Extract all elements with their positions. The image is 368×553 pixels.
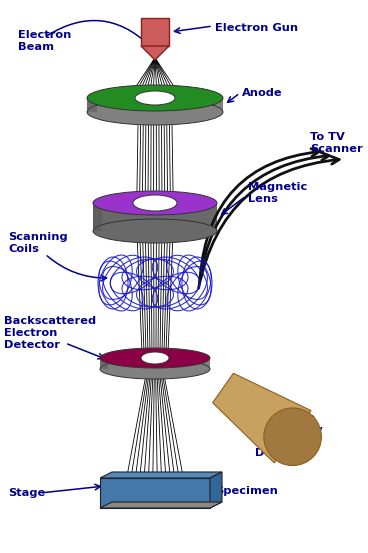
Polygon shape bbox=[100, 478, 210, 508]
Text: Electron
Beam: Electron Beam bbox=[18, 30, 71, 51]
Text: Magnetic
Lens: Magnetic Lens bbox=[248, 182, 307, 204]
Polygon shape bbox=[93, 203, 217, 231]
Polygon shape bbox=[87, 98, 223, 112]
Ellipse shape bbox=[100, 348, 210, 368]
Polygon shape bbox=[100, 502, 222, 508]
Text: Specimen: Specimen bbox=[215, 486, 278, 496]
Polygon shape bbox=[141, 18, 169, 46]
Text: To TV
Scanner: To TV Scanner bbox=[310, 132, 363, 154]
Ellipse shape bbox=[100, 359, 210, 379]
Polygon shape bbox=[141, 46, 169, 60]
Ellipse shape bbox=[93, 191, 217, 215]
Text: Backscattered
Electron
Detector: Backscattered Electron Detector bbox=[4, 316, 96, 349]
Ellipse shape bbox=[264, 408, 321, 466]
Polygon shape bbox=[87, 98, 97, 112]
Ellipse shape bbox=[87, 99, 223, 125]
Text: Scanning
Coils: Scanning Coils bbox=[8, 232, 68, 254]
Ellipse shape bbox=[93, 219, 217, 243]
Ellipse shape bbox=[133, 195, 177, 211]
Ellipse shape bbox=[135, 91, 175, 105]
Ellipse shape bbox=[87, 85, 223, 111]
Polygon shape bbox=[100, 472, 222, 478]
Text: Secondary
Electron
Detector: Secondary Electron Detector bbox=[255, 425, 323, 458]
Text: Electron Gun: Electron Gun bbox=[215, 23, 298, 33]
Polygon shape bbox=[93, 203, 102, 231]
Polygon shape bbox=[210, 472, 222, 508]
Text: Anode: Anode bbox=[242, 88, 283, 98]
Text: Stage: Stage bbox=[8, 488, 45, 498]
Ellipse shape bbox=[141, 352, 169, 364]
Polygon shape bbox=[100, 358, 210, 369]
Polygon shape bbox=[213, 373, 311, 463]
Polygon shape bbox=[100, 358, 108, 369]
